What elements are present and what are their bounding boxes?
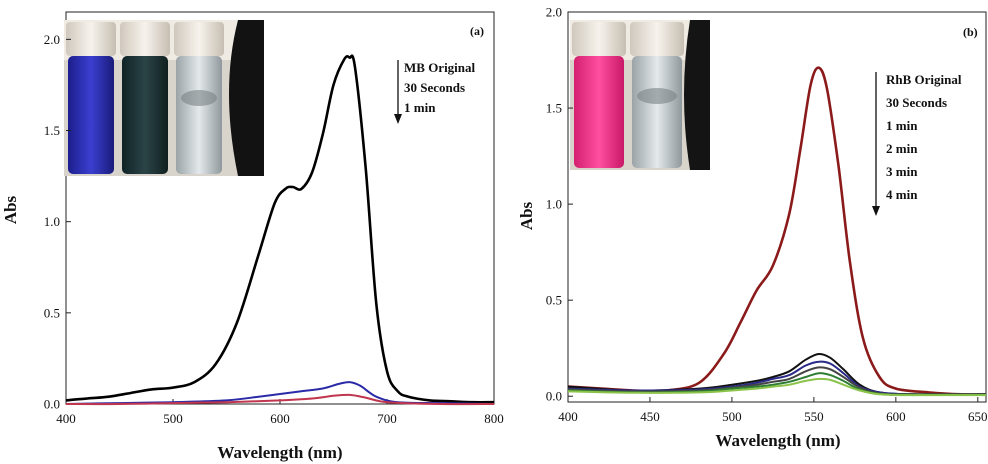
panel-b-x-tick-label: 450 (640, 409, 660, 424)
panel-b-x-tick-label: 550 (804, 409, 824, 424)
panel-a-legend-entry: 1 min (404, 100, 436, 115)
panel-a-x-tick-label: 800 (484, 411, 504, 426)
panel-a-chart: MB Original 30 Seconds 1 min 400 500 600 700 8… (1, 11, 504, 462)
panel-a-x-tick-label: 500 (163, 411, 183, 426)
panel-b-x-tick-label: 600 (886, 409, 906, 424)
panel-b-x-tick-label: 500 (722, 409, 742, 424)
panel-b-y-axis-label: Abs (517, 201, 536, 230)
panel-b-label: (b) (963, 25, 978, 39)
panel-b-x-tick-label: 400 (558, 409, 578, 424)
panel-b-series-line-1 (567, 352, 987, 396)
panel-a-x-tick-label: 400 (56, 411, 76, 426)
panel-b-series-line-2 (567, 360, 987, 396)
panel-b-x-axis-label: Wavelength (nm) (715, 431, 840, 450)
panel-b-legend-entry: RhB Original (886, 72, 962, 87)
panel-a-x-tick-label: 700 (377, 411, 397, 426)
panel-b-x-tick-label: 650 (968, 409, 988, 424)
panel-a-inset-photo (64, 20, 264, 176)
panel-b-series-line-5 (567, 377, 987, 397)
panel-a-y-tick-label: 2.0 (44, 32, 60, 47)
panel-a-x-axis-label: Wavelength (nm) (217, 443, 342, 462)
panel-b-series-line-0 (567, 66, 987, 396)
panel-b-legend-entry: 3 min (886, 164, 918, 179)
panel-a-legend-entry: MB Original (404, 60, 476, 75)
panel-a-legend-entry: 30 Seconds (404, 80, 465, 95)
panel-b-legend-entry: 2 min (886, 141, 918, 156)
panel-b-y-tick-label: 1.5 (546, 101, 562, 116)
panel-a-y-axis-label: Abs (1, 195, 20, 224)
panel-b-y-tick-label: 0.5 (546, 293, 562, 308)
panel-b-plot-frame (567, 11, 987, 403)
panel-a-ticks: 400 500 600 700 800 0.0 0.5 1.0 1.5 2.0 (44, 32, 504, 426)
panel-a-legend-arrow (394, 60, 402, 124)
panel-b-ticks: 400 450 500 550 600 650 0.0 0.5 1.0 1.5 2.0 (546, 5, 988, 425)
panel-b-chart: RhB Original 30 Seconds 1 min 2 min 3 min 4 m… (517, 5, 988, 451)
panel-b-y-tick-label: 0.0 (546, 389, 562, 404)
panel-b-legend-entry: 30 Seconds (886, 95, 947, 110)
panel-b-legend-entry: 1 min (886, 118, 918, 133)
panel-a-y-tick-label: 1.5 (44, 123, 60, 138)
panel-b-legend: RhB Original 30 Seconds 1 min 2 min 3 min 4 m… (886, 72, 962, 202)
panel-a-y-tick-label: 0.5 (44, 305, 60, 320)
panel-a-series-line-0 (65, 54, 495, 404)
panel-a-x-tick-label: 600 (270, 411, 290, 426)
panel-b-y-tick-label: 1.0 (546, 197, 562, 212)
panel-b-legend-entry: 4 min (886, 187, 918, 202)
panel-a-legend: MB Original 30 Seconds 1 min (404, 60, 476, 115)
panel-b-inset-photo (570, 20, 710, 170)
panel-b-series (567, 66, 987, 397)
panel-a-series-line-2 (65, 393, 495, 406)
panel-b-y-tick-label: 2.0 (546, 5, 562, 20)
panel-a-y-tick-label: 0.0 (44, 397, 60, 412)
panel-a-series-line-1 (65, 381, 495, 405)
panel-a-label: (a) (470, 24, 484, 38)
panel-b-legend-arrow (872, 72, 880, 216)
panel-a-series (65, 54, 495, 406)
panel-a-y-tick-label: 1.0 (44, 214, 60, 229)
